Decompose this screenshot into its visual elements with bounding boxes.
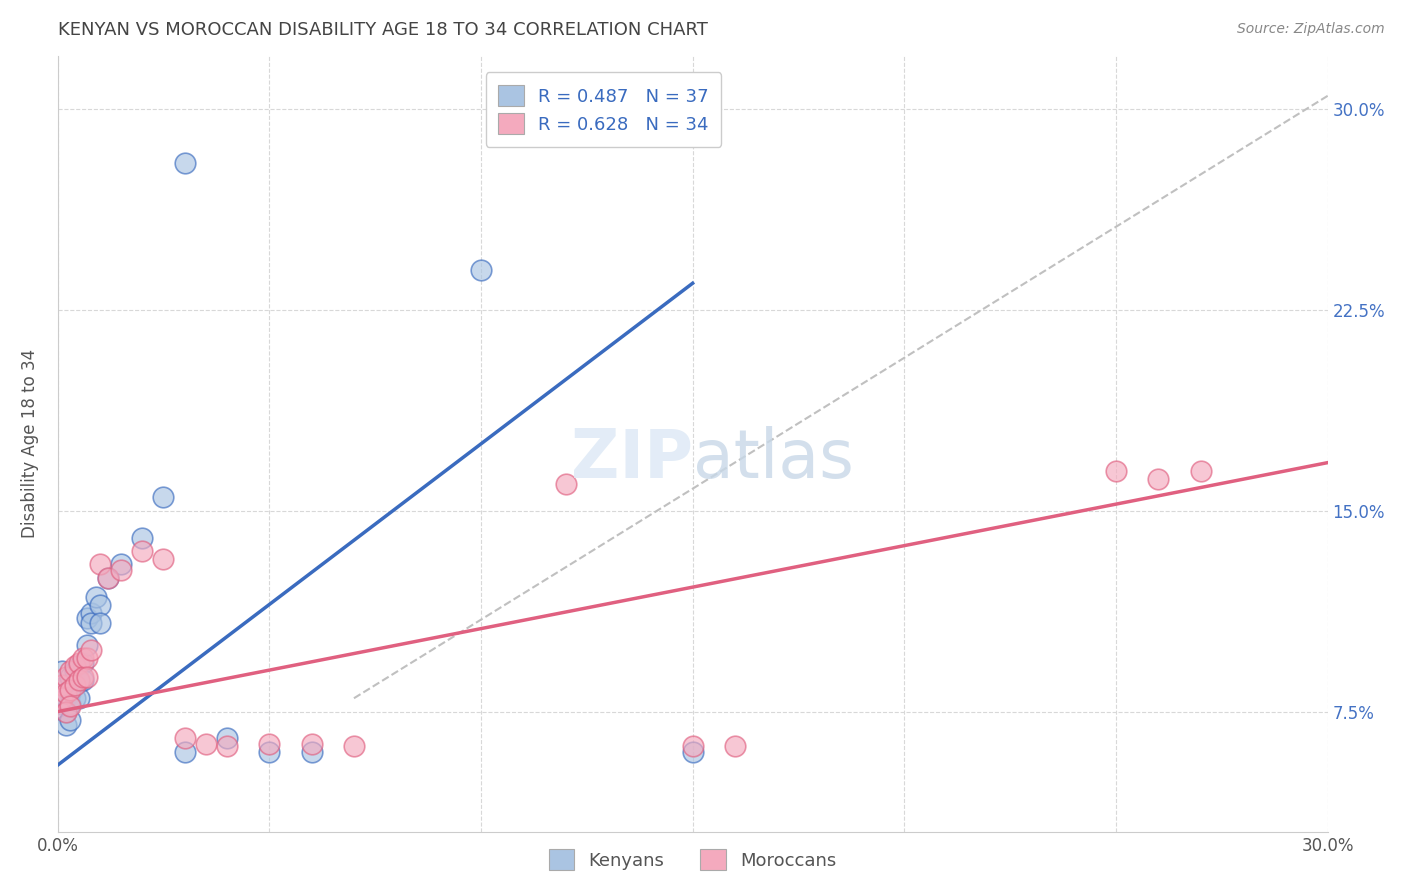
Point [173, 155, 195, 169]
Point [152, 552, 174, 566]
Point [55, 670, 77, 684]
Point [59, 686, 82, 700]
Point [97, 571, 120, 585]
Point [76, 611, 98, 625]
Point [55, 678, 77, 692]
Point [152, 491, 174, 505]
Point [301, 737, 323, 751]
Point [80, 643, 103, 657]
Point [51, 683, 73, 698]
Point [72, 651, 94, 665]
Point [173, 745, 195, 759]
Point [63, 665, 86, 679]
Point [259, 737, 281, 751]
Point [67, 675, 90, 690]
Point [59, 699, 82, 714]
Point [682, 745, 704, 759]
Point [97, 571, 120, 585]
Point [63, 678, 86, 692]
Y-axis label: Disability Age 18 to 34: Disability Age 18 to 34 [21, 350, 39, 539]
Point [59, 713, 82, 727]
Point [215, 739, 238, 754]
Point [67, 659, 90, 673]
Point [1147, 472, 1170, 486]
Point [76, 670, 98, 684]
Point [72, 670, 94, 684]
Point [194, 737, 217, 751]
Point [131, 544, 153, 558]
Point [67, 657, 90, 671]
Point [67, 691, 90, 706]
Point [84, 590, 107, 604]
Text: atlas: atlas [693, 426, 853, 492]
Point [89, 598, 111, 612]
Text: KENYAN VS MOROCCAN DISABILITY AGE 18 TO 34 CORRELATION CHART: KENYAN VS MOROCCAN DISABILITY AGE 18 TO … [58, 21, 707, 39]
Point [301, 745, 323, 759]
Legend: Kenyans, Moroccans: Kenyans, Moroccans [541, 842, 844, 878]
Point [72, 657, 94, 671]
Point [51, 665, 73, 679]
Point [470, 263, 492, 277]
Point [554, 477, 576, 491]
Point [1189, 464, 1212, 478]
Point [110, 558, 132, 572]
Point [51, 691, 73, 706]
Point [72, 673, 94, 687]
Point [343, 739, 366, 754]
Point [59, 697, 82, 711]
Text: Source: ZipAtlas.com: Source: ZipAtlas.com [1237, 22, 1385, 37]
Point [55, 718, 77, 732]
Point [51, 697, 73, 711]
Point [59, 665, 82, 679]
Point [55, 691, 77, 706]
Text: ZIP: ZIP [571, 426, 693, 492]
Point [215, 731, 238, 746]
Point [59, 670, 82, 684]
Point [67, 673, 90, 687]
Point [89, 616, 111, 631]
Point [55, 705, 77, 719]
Point [55, 686, 77, 700]
Point [76, 638, 98, 652]
Point [55, 705, 77, 719]
Point [80, 616, 103, 631]
Point [76, 651, 98, 665]
Point [51, 678, 73, 692]
Point [63, 691, 86, 706]
Point [1105, 464, 1128, 478]
Point [63, 678, 86, 692]
Point [80, 606, 103, 620]
Point [110, 563, 132, 577]
Point [63, 659, 86, 673]
Point [131, 531, 153, 545]
Point [259, 745, 281, 759]
Point [59, 683, 82, 698]
Point [682, 739, 704, 754]
Point [173, 731, 195, 746]
Point [89, 558, 111, 572]
Point [724, 739, 747, 754]
